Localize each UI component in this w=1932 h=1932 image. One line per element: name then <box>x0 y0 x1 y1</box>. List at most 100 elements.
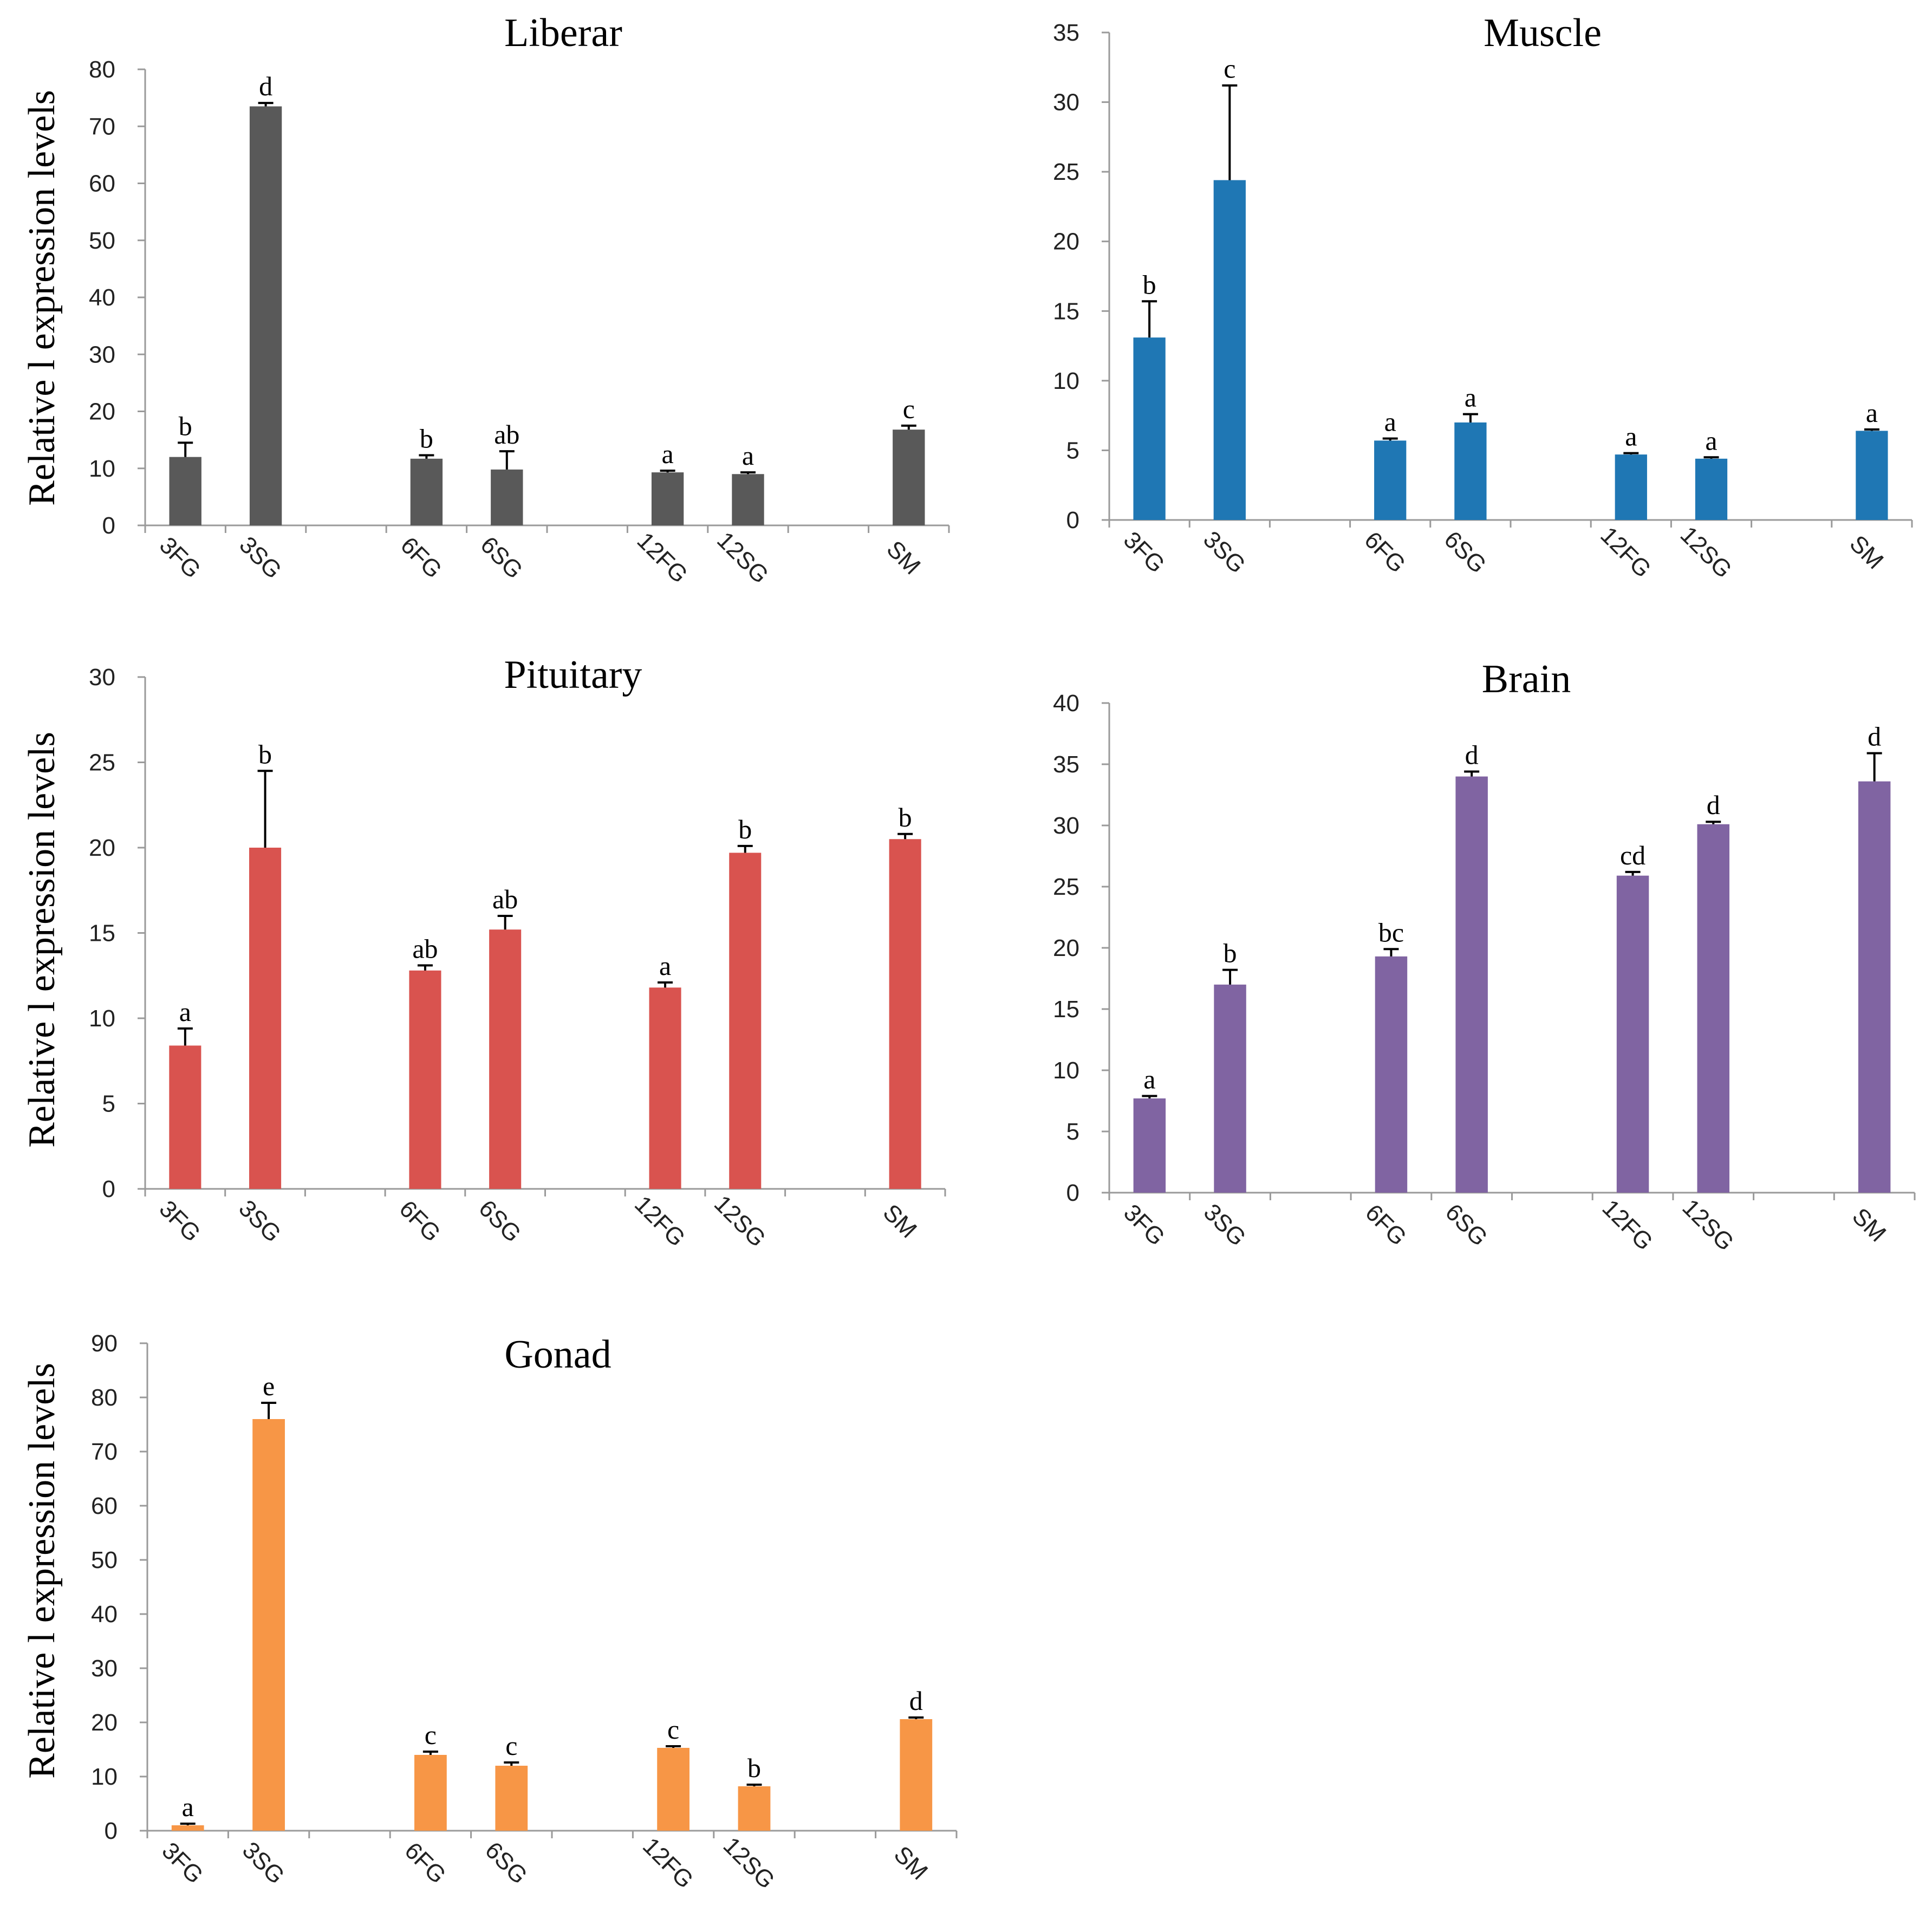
x-category-label: 6SG <box>1440 1199 1493 1251</box>
significance-letter: a <box>1465 382 1476 413</box>
x-category-label: 3FG <box>154 532 206 583</box>
significance-letter: d <box>1465 740 1479 770</box>
y-tick-label: 0 <box>1066 507 1079 534</box>
significance-letter: b <box>738 814 752 844</box>
x-category-label: 6FG <box>394 1195 446 1247</box>
x-category-label: 3SG <box>237 1837 290 1889</box>
y-tick-label: 10 <box>89 456 115 482</box>
significance-letter: c <box>425 1720 437 1750</box>
x-category-label: 3FG <box>154 1195 206 1247</box>
x-category-label: 3SG <box>1198 526 1251 578</box>
significance-letter: d <box>1707 790 1720 820</box>
y-tick-label: 40 <box>1053 690 1079 717</box>
significance-letter: cd <box>1620 840 1645 870</box>
chart-panel-4: Gonad Relative l expression levels 0 10 20 30… <box>21 1330 958 1894</box>
chart-title: Gonad <box>504 1332 611 1377</box>
y-tick-label: 60 <box>91 1493 118 1519</box>
y-tick-label: 15 <box>1053 298 1079 324</box>
chart-title: Muscle <box>1484 11 1602 55</box>
y-tick-label: 25 <box>89 750 115 776</box>
bar-6SG <box>491 469 523 525</box>
significance-letter: a <box>661 439 673 469</box>
bar-3SG <box>249 848 282 1189</box>
y-axis-label: Relative l expression levels <box>21 732 63 1148</box>
y-axis-label: Relative l expression levels <box>21 90 63 506</box>
x-category-label: SM <box>878 1199 922 1243</box>
bar-3FG <box>1133 1098 1166 1193</box>
x-category-label: 6FG <box>395 532 447 583</box>
bar-3SG <box>1214 984 1246 1193</box>
bar-12SG <box>732 474 764 525</box>
significance-letter: a <box>182 1792 194 1822</box>
y-tick-label: 15 <box>89 920 115 947</box>
y-tick-label: 35 <box>1053 751 1079 778</box>
y-tick-label: 40 <box>89 284 115 311</box>
bar-12SG <box>738 1786 771 1831</box>
x-category-label: 6SG <box>473 1195 526 1247</box>
significance-letter: b <box>179 411 192 441</box>
significance-letter: a <box>1705 425 1717 456</box>
significance-letter: b <box>899 802 912 832</box>
significance-letter: a <box>1866 398 1878 428</box>
bar-12FG <box>1616 875 1649 1193</box>
y-tick-label: 0 <box>102 512 115 539</box>
significance-letter: c <box>903 394 915 424</box>
bar-6FG <box>1374 440 1407 520</box>
y-tick-label: 80 <box>91 1384 118 1411</box>
x-category-label: 12SG <box>712 527 773 589</box>
bar-3SG <box>252 1419 285 1831</box>
bar-12SG <box>729 853 762 1189</box>
y-tick-label: 50 <box>91 1547 118 1573</box>
significance-letter: a <box>1143 1064 1155 1094</box>
significance-letter: ab <box>494 419 519 450</box>
bar-12FG <box>657 1748 689 1831</box>
significance-letter: d <box>259 71 272 101</box>
bar-SM <box>1858 781 1891 1193</box>
significance-letter: b <box>258 739 272 769</box>
bar-SM <box>889 839 921 1189</box>
y-tick-label: 50 <box>89 227 115 254</box>
significance-letter: a <box>742 440 754 471</box>
y-tick-label: 30 <box>89 664 115 691</box>
significance-letter: a <box>1625 421 1637 452</box>
x-category-label: 6FG <box>1360 1199 1411 1251</box>
significance-letter: a <box>659 951 671 981</box>
x-category-label: 12FG <box>629 1191 690 1252</box>
bar-SM <box>1856 431 1888 520</box>
significance-letter: ab <box>492 884 518 914</box>
bar-SM <box>893 430 925 525</box>
x-category-label: 6SG <box>1439 526 1492 578</box>
y-tick-label: 5 <box>1066 437 1079 464</box>
x-category-label: 12FG <box>1597 1195 1658 1256</box>
significance-letter: ab <box>412 933 438 964</box>
x-category-label: 12SG <box>1677 1194 1739 1256</box>
y-tick-label: 80 <box>89 56 115 83</box>
chart-title: Brain <box>1482 657 1571 701</box>
y-tick-label: 20 <box>91 1709 118 1736</box>
bar-3SG <box>1213 180 1246 521</box>
significance-letter: c <box>505 1731 517 1761</box>
bar-6SG <box>1454 422 1487 520</box>
y-tick-label: 40 <box>91 1601 118 1628</box>
chart-title: Pituitary <box>504 653 642 697</box>
x-category-label: 3FG <box>1118 526 1170 578</box>
y-tick-label: 30 <box>89 341 115 368</box>
chart-panel-1: Muscle 0 5 10 15 20 25 30 35 b 3FG c 3SG a 6FG a 6SG a 12F… <box>1053 11 1913 583</box>
significance-letter: a <box>1384 407 1396 437</box>
y-tick-label: 15 <box>1053 996 1079 1023</box>
y-tick-label: 25 <box>1053 874 1079 900</box>
y-tick-label: 20 <box>1053 229 1079 255</box>
x-category-label: SM <box>881 536 925 580</box>
bar-12FG <box>649 987 681 1189</box>
x-category-label: 12SG <box>718 1832 780 1894</box>
x-category-label: 3FG <box>157 1837 208 1889</box>
significance-letter: b <box>747 1753 761 1783</box>
chart-panel-0: Liberar Relative l expression levels 0 10 20… <box>21 11 950 589</box>
y-tick-label: 70 <box>89 113 115 140</box>
x-category-label: 6SG <box>476 531 528 584</box>
x-category-label: 6SG <box>480 1837 532 1889</box>
y-tick-label: 35 <box>1053 19 1079 46</box>
significance-letter: c <box>667 1714 679 1745</box>
x-category-label: 12FG <box>638 1833 698 1894</box>
